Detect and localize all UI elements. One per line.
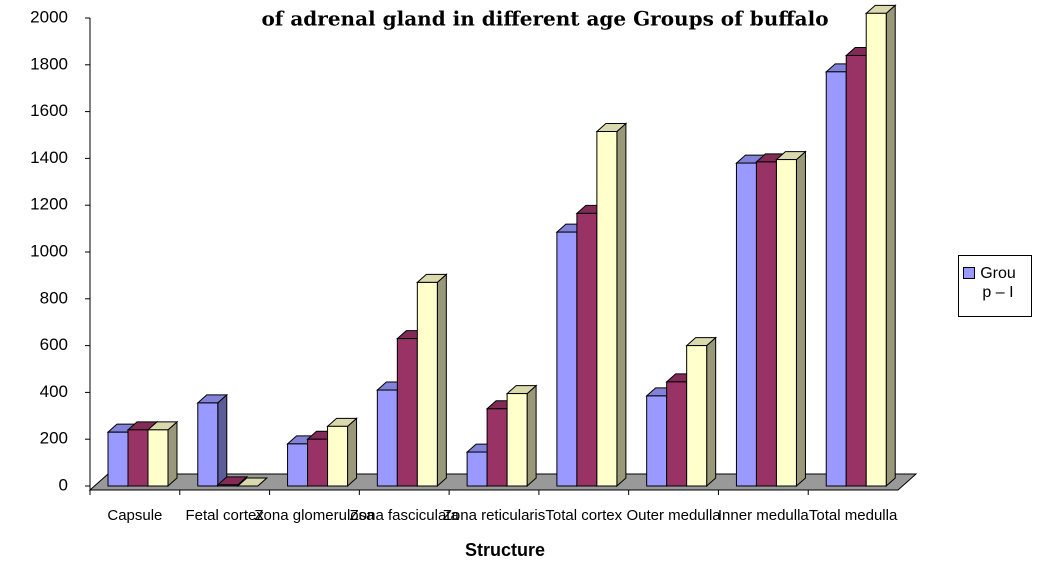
- bar-side: [885, 4, 896, 488]
- x-tick-label: Inner medulla: [718, 507, 810, 524]
- bar: [686, 345, 708, 487]
- legend-swatch: [963, 267, 975, 279]
- x-tick-label: Fetal cortex: [185, 507, 264, 524]
- bar: [506, 393, 528, 487]
- bar: [197, 402, 219, 487]
- bar-side: [616, 122, 627, 488]
- bar: [735, 162, 757, 487]
- x-tick-label: Zona reticularis: [443, 507, 546, 524]
- bar-side: [217, 393, 228, 488]
- bar: [865, 12, 887, 487]
- bar: [646, 395, 668, 487]
- x-tick-label: Total medulla: [809, 507, 898, 524]
- bar-top: [236, 477, 269, 487]
- bar: [775, 159, 797, 487]
- x-tick-label: Total cortex: [545, 507, 622, 524]
- legend: Group – I: [958, 255, 1032, 317]
- y-tick-label: 1000: [30, 241, 68, 260]
- bar-side: [526, 384, 537, 488]
- bar: [147, 429, 169, 487]
- y-tick-label: 600: [40, 335, 68, 354]
- bar: [596, 130, 618, 487]
- y-tick-label: 1400: [30, 148, 68, 167]
- y-tick-label: 800: [40, 288, 68, 307]
- y-tick-label: 2000: [30, 7, 68, 26]
- bar: [825, 71, 847, 487]
- bar: [396, 338, 418, 487]
- y-tick-label: 200: [40, 429, 68, 448]
- bar: [666, 381, 688, 487]
- bar: [486, 408, 508, 487]
- x-tick-label: Zona fasciculata: [350, 507, 460, 524]
- chart-title: of adrenal gland in different age Groups…: [261, 7, 828, 31]
- bar-side: [436, 273, 447, 488]
- x-tick-label: Outer medulla: [626, 507, 721, 524]
- bar: [107, 431, 129, 487]
- x-tick-label: Capsule: [107, 507, 162, 524]
- bar: [416, 281, 438, 487]
- bar: [127, 429, 149, 487]
- bar-side: [167, 420, 178, 488]
- bar: [287, 443, 309, 487]
- x-tick-label: Zona glomerulosa: [254, 507, 375, 524]
- bar: [576, 212, 598, 487]
- bar: [556, 231, 578, 487]
- bar: [327, 425, 349, 487]
- bar: [755, 161, 777, 487]
- bar-side: [706, 336, 717, 488]
- bar: [217, 484, 239, 487]
- legend-label: Group – I: [980, 265, 1016, 301]
- y-tick-label: 1200: [30, 195, 68, 214]
- bar: [845, 54, 867, 487]
- bar: [307, 438, 329, 487]
- bar: [376, 389, 398, 487]
- bar-side: [347, 417, 358, 488]
- bar-side: [795, 150, 806, 488]
- y-tick-label: 0: [59, 475, 68, 494]
- x-axis-title: Structure: [465, 540, 545, 560]
- y-tick-label: 1800: [30, 54, 68, 73]
- bar: [466, 451, 488, 487]
- y-tick-label: 1600: [30, 101, 68, 120]
- y-tick-label: 400: [40, 382, 68, 401]
